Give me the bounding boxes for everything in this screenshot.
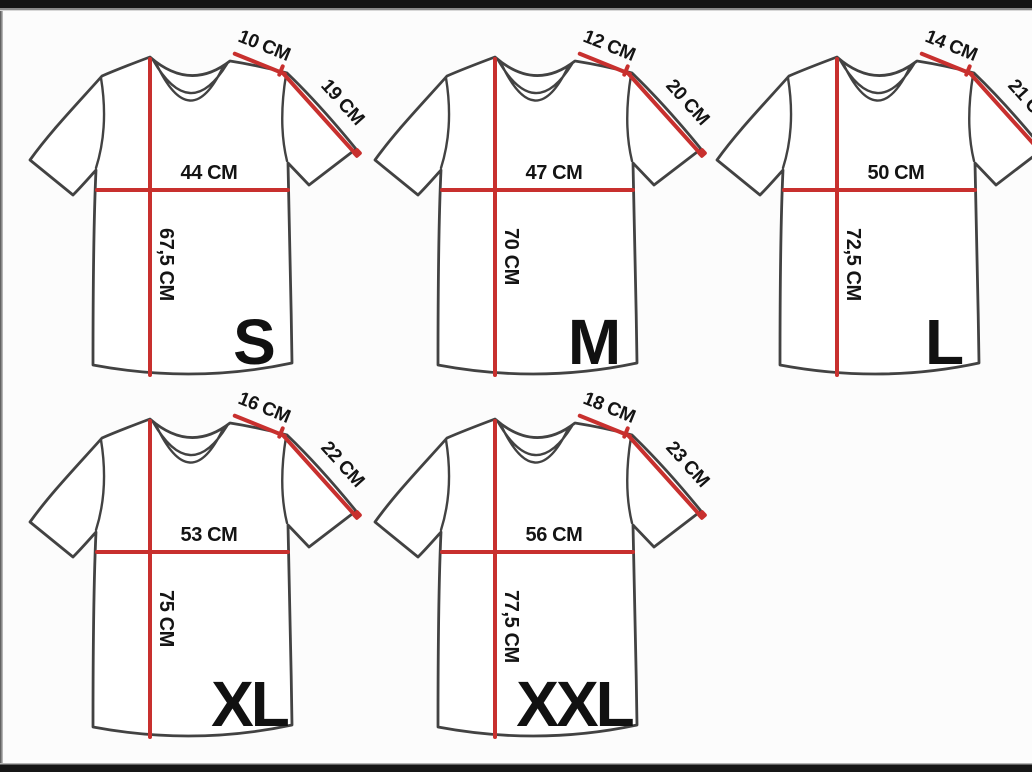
chest-measure-line: [95, 550, 290, 554]
chest-measure-line: [95, 188, 290, 192]
chest-measurement-label: 56 CM: [525, 524, 583, 546]
length-measure-line: [148, 57, 152, 377]
size-letter-label: S: [233, 306, 276, 378]
size-diagram-s: 10 CM 19 CM 44 CM 67,5 CM S: [22, 26, 368, 387]
size-diagram-xl: 16 CM 22 CM 53 CM 75 CM XL: [22, 388, 368, 749]
length-measure-line: [493, 57, 497, 377]
size-letter-label: M: [567, 306, 621, 378]
top-border-bar: [0, 0, 1032, 11]
length-measure-line: [493, 419, 497, 739]
length-measurement-label: 67,5 CM: [155, 228, 177, 301]
chest-measurement-label: 47 CM: [525, 162, 583, 184]
size-letter-label: XL: [211, 668, 290, 740]
length-measurement-label: 72,5 CM: [842, 228, 864, 301]
size-diagram-m: 12 CM 20 CM 47 CM 70 CM M: [367, 26, 713, 387]
chest-measurement-label: 50 CM: [867, 162, 925, 184]
chest-measurement-label: 53 CM: [180, 524, 238, 546]
length-measurement-label: 75 CM: [155, 590, 177, 647]
chest-measure-line: [440, 550, 635, 554]
chest-measure-line: [440, 188, 635, 192]
size-diagram-l: 14 CM 21 CM 50 CM 72,5 CM L: [709, 26, 1032, 387]
chest-measurement-label: 44 CM: [180, 162, 238, 184]
length-measure-line: [148, 419, 152, 739]
length-measure-line: [835, 57, 839, 377]
bottom-border-bar: [0, 763, 1032, 772]
size-diagram-xxl: 18 CM 23 CM 56 CM 77,5 CM XXL: [367, 388, 713, 749]
left-border-edge: [0, 11, 3, 763]
size-letter-label: L: [924, 306, 964, 378]
size-letter-label: XXL: [516, 668, 634, 740]
length-measurement-label: 70 CM: [500, 228, 522, 285]
length-measurement-label: 77,5 CM: [500, 590, 522, 663]
chest-measure-line: [782, 188, 977, 192]
